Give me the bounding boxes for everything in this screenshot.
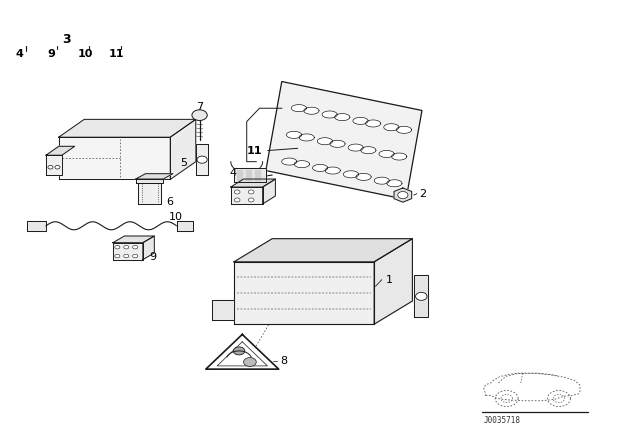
Polygon shape xyxy=(27,221,46,231)
Polygon shape xyxy=(59,119,196,137)
Polygon shape xyxy=(234,168,266,182)
Text: 9: 9 xyxy=(149,252,156,262)
Circle shape xyxy=(55,165,60,169)
Polygon shape xyxy=(361,146,376,154)
Circle shape xyxy=(115,246,120,249)
Polygon shape xyxy=(136,179,163,183)
Polygon shape xyxy=(46,155,62,175)
Polygon shape xyxy=(266,82,422,199)
Polygon shape xyxy=(365,120,381,127)
Circle shape xyxy=(192,110,207,121)
Polygon shape xyxy=(206,334,278,369)
Polygon shape xyxy=(237,170,243,180)
Circle shape xyxy=(244,358,256,366)
Circle shape xyxy=(132,246,138,249)
Polygon shape xyxy=(353,117,368,125)
Text: 4: 4 xyxy=(15,49,23,59)
Polygon shape xyxy=(394,188,412,202)
Polygon shape xyxy=(330,140,345,147)
Polygon shape xyxy=(348,144,364,151)
Polygon shape xyxy=(246,170,251,180)
Circle shape xyxy=(115,254,120,258)
Polygon shape xyxy=(255,170,260,180)
Polygon shape xyxy=(196,144,209,175)
Polygon shape xyxy=(396,126,412,134)
Polygon shape xyxy=(335,113,350,121)
Circle shape xyxy=(124,246,129,249)
Circle shape xyxy=(248,198,254,202)
Circle shape xyxy=(132,254,138,258)
Polygon shape xyxy=(322,111,337,118)
Polygon shape xyxy=(384,124,399,131)
Polygon shape xyxy=(234,239,412,262)
Polygon shape xyxy=(143,236,154,260)
Text: 3: 3 xyxy=(62,33,70,46)
Circle shape xyxy=(234,190,240,194)
Circle shape xyxy=(197,156,207,163)
Text: 9: 9 xyxy=(47,49,55,59)
Polygon shape xyxy=(392,153,407,160)
Polygon shape xyxy=(234,262,374,324)
Polygon shape xyxy=(287,131,301,138)
Polygon shape xyxy=(113,236,154,243)
Text: 1: 1 xyxy=(387,275,393,284)
Text: 5: 5 xyxy=(180,158,187,168)
Polygon shape xyxy=(231,187,262,204)
Polygon shape xyxy=(312,164,328,172)
Polygon shape xyxy=(113,243,143,260)
Text: 4: 4 xyxy=(230,168,237,178)
Circle shape xyxy=(234,198,240,202)
Polygon shape xyxy=(374,177,389,184)
Circle shape xyxy=(124,254,129,258)
Text: 7: 7 xyxy=(196,102,203,112)
Polygon shape xyxy=(356,173,371,181)
Circle shape xyxy=(248,190,254,194)
Polygon shape xyxy=(317,138,333,145)
Text: J0035718: J0035718 xyxy=(484,416,521,425)
Text: 8: 8 xyxy=(280,356,287,366)
Text: 10: 10 xyxy=(78,49,93,59)
Circle shape xyxy=(234,347,245,355)
Text: 2: 2 xyxy=(419,189,426,199)
Text: 10: 10 xyxy=(168,212,182,222)
Polygon shape xyxy=(299,134,314,141)
Polygon shape xyxy=(291,104,307,112)
Polygon shape xyxy=(374,239,412,324)
Polygon shape xyxy=(170,119,196,180)
Circle shape xyxy=(48,165,53,169)
Polygon shape xyxy=(294,161,310,168)
Polygon shape xyxy=(282,158,297,165)
Polygon shape xyxy=(379,151,394,158)
Text: 6: 6 xyxy=(166,197,173,207)
Polygon shape xyxy=(231,179,275,187)
Polygon shape xyxy=(212,300,234,320)
Polygon shape xyxy=(325,167,340,174)
Polygon shape xyxy=(138,183,161,204)
Polygon shape xyxy=(46,146,75,155)
Text: 11: 11 xyxy=(246,146,262,155)
Polygon shape xyxy=(304,107,319,114)
Polygon shape xyxy=(387,180,402,187)
Polygon shape xyxy=(177,221,193,231)
Polygon shape xyxy=(136,174,173,179)
Polygon shape xyxy=(414,275,428,318)
Polygon shape xyxy=(59,137,170,180)
Polygon shape xyxy=(344,171,358,178)
Circle shape xyxy=(415,293,427,300)
Circle shape xyxy=(397,191,408,198)
Polygon shape xyxy=(262,179,275,204)
Text: 11: 11 xyxy=(108,49,124,59)
